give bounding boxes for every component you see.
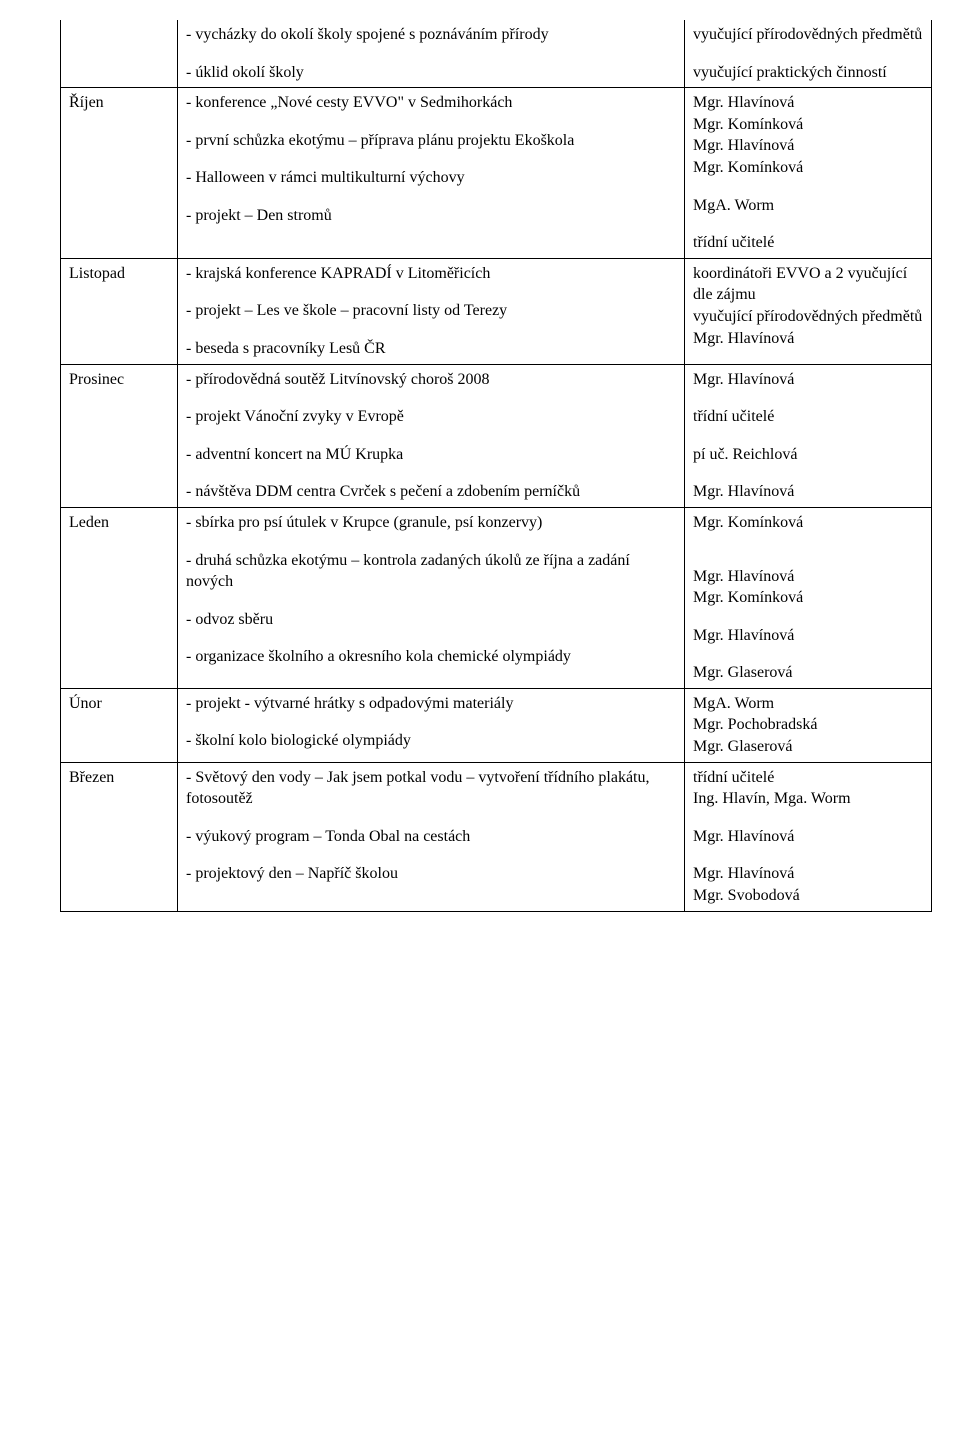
responsible-cell: Mgr. HlavínováMgr. KomínkováMgr. Hlavíno… xyxy=(685,88,932,259)
text-block: Mgr. Komínková xyxy=(693,512,923,534)
spacer xyxy=(186,284,676,300)
spacer xyxy=(186,847,676,863)
spacer xyxy=(693,390,923,406)
activities-cell: - sbírka pro psí útulek v Krupce (granul… xyxy=(178,507,685,688)
spacer xyxy=(186,189,676,205)
text-block: - školní kolo biologické olympiády xyxy=(186,730,676,752)
activities-cell: - projekt - výtvarné hrátky s odpadovými… xyxy=(178,688,685,762)
month-cell: Říjen xyxy=(61,88,178,259)
table-row: Listopad - krajská konference KAPRADÍ v L… xyxy=(61,258,932,364)
spacer xyxy=(693,46,923,62)
text-block: - výukový program – Tonda Obal na cestác… xyxy=(186,826,676,848)
text-block: Mgr. Hlavínová xyxy=(693,481,923,503)
month-cell: Březen xyxy=(61,762,178,911)
spacer xyxy=(186,465,676,481)
spacer xyxy=(693,646,923,662)
text-block: - beseda s pracovníky Lesů ČR xyxy=(186,338,676,360)
month-cell: Listopad xyxy=(61,258,178,364)
text-block: - sbírka pro psí útulek v Krupce (granul… xyxy=(186,512,676,534)
text-block: Mgr. HlavínováMgr. KomínkováMgr. Hlavíno… xyxy=(693,92,923,178)
text-block: - přírodovědná soutěž Litvínovský choroš… xyxy=(186,369,676,391)
spacer xyxy=(186,810,676,826)
spacer xyxy=(186,630,676,646)
spacer xyxy=(186,714,676,730)
spacer xyxy=(693,550,923,566)
text-block: - návštěva DDM centra Cvrček s pečení a … xyxy=(186,481,676,503)
text-block: - Světový den vody – Jak jsem potkal vod… xyxy=(186,767,676,810)
activities-cell: - krajská konference KAPRADÍ v Litoměřic… xyxy=(178,258,685,364)
spacer xyxy=(693,216,923,232)
spacer xyxy=(186,151,676,167)
spacer xyxy=(693,179,923,195)
responsible-cell: Mgr. Komínková Mgr. HlavínováMgr. Komínko… xyxy=(685,507,932,688)
text-block: vyučující přírodovědných předmětů xyxy=(693,24,923,46)
text-block: Mgr. HlavínováMgr. Svobodová xyxy=(693,863,923,906)
month-cell xyxy=(61,20,178,88)
spacer xyxy=(186,593,676,609)
text-block: třídní učitelé xyxy=(693,232,923,254)
text-block: - Halloween v rámci multikulturní výchov… xyxy=(186,167,676,189)
text-block: - konference „Nové cesty EVVO" v Sedmiho… xyxy=(186,92,676,114)
text-block: Mgr. Glaserová xyxy=(693,662,923,684)
spacer xyxy=(693,465,923,481)
text-block: - projektový den – Napříč školou xyxy=(186,863,676,885)
spacer xyxy=(186,114,676,130)
spacer xyxy=(186,534,676,550)
month-cell: Leden xyxy=(61,507,178,688)
text-block: vyučující praktických činností xyxy=(693,62,923,84)
text-block: - projekt – Les ve škole – pracovní list… xyxy=(186,300,676,322)
month-cell: Únor xyxy=(61,688,178,762)
table-row: Říjen - konference „Nové cesty EVVO" v Se… xyxy=(61,88,932,259)
text-block: - projekt Vánoční zvyky v Evropě xyxy=(186,406,676,428)
responsible-cell: MgA. WormMgr. PochobradskáMgr. Glaserová xyxy=(685,688,932,762)
spacer xyxy=(186,390,676,406)
spacer xyxy=(693,534,923,550)
text-block: - odvoz sběru xyxy=(186,609,676,631)
text-block: Mgr. Hlavínová xyxy=(693,625,923,647)
responsible-cell: Mgr. Hlavínová třídní učitelé pí uč. Reich… xyxy=(685,364,932,507)
text-block: třídní učitelé xyxy=(693,406,923,428)
text-block: MgA. Worm xyxy=(693,195,923,217)
spacer xyxy=(186,428,676,444)
table-row: Leden - sbírka pro psí útulek v Krupce (g… xyxy=(61,507,932,688)
text-block: - druhá schůzka ekotýmu – kontrola zadan… xyxy=(186,550,676,593)
spacer xyxy=(693,847,923,863)
activities-cell: - vycházky do okolí školy spojené s pozn… xyxy=(178,20,685,88)
spacer xyxy=(186,322,676,338)
responsible-cell: třídní učiteléIng. Hlavín, Mga. Worm Mgr.… xyxy=(685,762,932,911)
text-block: - organizace školního a okresního kola c… xyxy=(186,646,676,668)
table-row: Prosinec - přírodovědná soutěž Litvínovsk… xyxy=(61,364,932,507)
text-block: Mgr. Hlavínová xyxy=(693,826,923,848)
responsible-cell: vyučující přírodovědných předmětů vyučují… xyxy=(685,20,932,88)
text-block: - vycházky do okolí školy spojené s pozn… xyxy=(186,24,676,46)
spacer xyxy=(186,46,676,62)
activities-cell: - Světový den vody – Jak jsem potkal vod… xyxy=(178,762,685,911)
text-block: - projekt - výtvarné hrátky s odpadovými… xyxy=(186,693,676,715)
activities-cell: - přírodovědná soutěž Litvínovský choroš… xyxy=(178,364,685,507)
spacer xyxy=(693,810,923,826)
responsible-cell: koordinátoři EVVO a 2 vyučující dle zájm… xyxy=(685,258,932,364)
spacer xyxy=(693,428,923,444)
schedule-table: - vycházky do okolí školy spojené s pozn… xyxy=(60,20,932,912)
text-block: - adventní koncert na MÚ Krupka xyxy=(186,444,676,466)
table-row: Březen- Světový den vody – Jak jsem potk… xyxy=(61,762,932,911)
text-block: Mgr. Hlavínová xyxy=(693,369,923,391)
spacer xyxy=(693,609,923,625)
text-block: MgA. WormMgr. PochobradskáMgr. Glaserová xyxy=(693,693,923,758)
text-block: - projekt – Den stromů xyxy=(186,205,676,227)
table-row: - vycházky do okolí školy spojené s pozn… xyxy=(61,20,932,88)
text-block: - krajská konference KAPRADÍ v Litoměřic… xyxy=(186,263,676,285)
month-cell: Prosinec xyxy=(61,364,178,507)
table-row: Únor - projekt - výtvarné hrátky s odpado… xyxy=(61,688,932,762)
text-block: koordinátoři EVVO a 2 vyučující dle zájm… xyxy=(693,263,923,349)
activities-cell: - konference „Nové cesty EVVO" v Sedmiho… xyxy=(178,88,685,259)
document-page: - vycházky do okolí školy spojené s pozn… xyxy=(0,0,960,952)
text-block: Mgr. HlavínováMgr. Komínková xyxy=(693,566,923,609)
text-block: - první schůzka ekotýmu – příprava plánu… xyxy=(186,130,676,152)
text-block: pí uč. Reichlová xyxy=(693,444,923,466)
text-block: třídní učiteléIng. Hlavín, Mga. Worm xyxy=(693,767,923,810)
text-block: - úklid okolí školy xyxy=(186,62,676,84)
